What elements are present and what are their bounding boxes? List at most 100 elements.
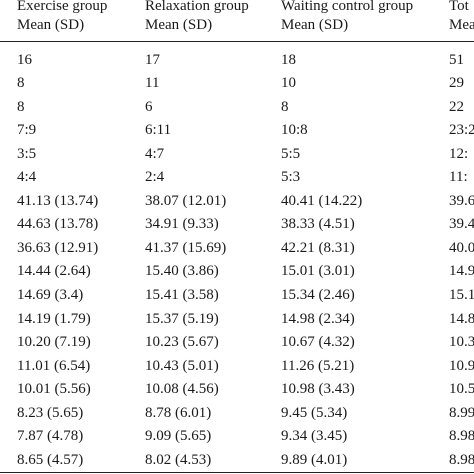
header-title: Waiting control group [281, 0, 414, 14]
table-row: 41.13 (13.74) 38.07 (12.01) 40.41 (14.22) 3… [0, 190, 474, 213]
table-row: 3:5 4:7 5:5 12: [0, 143, 474, 166]
table-cell: 8.02 (4.53) [145, 451, 212, 468]
table-cell: 2:4 [145, 169, 165, 186]
table-cell: 8.98 [449, 428, 474, 445]
table-row: 10.20 (7.19) 10.23 (5.67) 10.67 (4.32) 10.3 [0, 331, 474, 354]
table-cell: 11.26 (5.21) [281, 357, 355, 374]
table-cell: 8 [17, 75, 25, 92]
table-row: 4:4 2:4 5:3 11: [0, 166, 474, 189]
table-cell: 11: [449, 169, 468, 186]
table-bottom-rule [0, 472, 474, 473]
table-cell: 7:9 [17, 122, 37, 139]
table-cell: 8.65 (4.57) [17, 451, 84, 468]
table-cell: 14.8 [449, 310, 474, 327]
header-title: Tot [449, 0, 469, 14]
table-cell: 14.9 [449, 263, 474, 280]
table-cell: 8.99 [449, 404, 474, 421]
table-cell: 11.01 (6.54) [17, 357, 91, 374]
table-cell: 10.01 (5.56) [17, 381, 91, 398]
header-relaxation-group: Relaxation group Mean (SD) [145, 0, 249, 35]
table-cell: 8.78 (6.01) [145, 404, 212, 421]
table-cell: 7.87 (4.78) [17, 428, 84, 445]
table-cell: 15.37 (5.19) [145, 310, 219, 327]
table-cell: 34.91 (9.33) [145, 216, 219, 233]
table-cell: 15.01 (3.01) [281, 263, 355, 280]
table-cell: 8.98 [449, 451, 474, 468]
table-cell: 10.20 (7.19) [17, 334, 91, 351]
table-cell: 23:2 [449, 122, 474, 139]
header-exercise-group: Exercise group Mean (SD) [17, 0, 107, 35]
table-row: 8.65 (4.57) 8.02 (4.53) 9.89 (4.01) 8.98 [0, 449, 474, 472]
table-cell: 18 [281, 51, 296, 68]
table-cell: 10.3 [449, 334, 474, 351]
table-row: 44.63 (13.78) 34.91 (9.33) 38.33 (4.51) 39.… [0, 213, 474, 236]
table-cell: 41.13 (13.74) [17, 192, 99, 209]
table-cell: 11 [145, 75, 160, 92]
table-cell: 10.98 (3.43) [281, 381, 355, 398]
header-divider [0, 41, 474, 42]
table-cell: 51 [449, 51, 464, 68]
table-row: 7.87 (4.78) 9.09 (5.65) 9.34 (3.45) 8.98 [0, 425, 474, 448]
table-cell: 10.5 [449, 381, 474, 398]
table-cell: 10.43 (5.01) [145, 357, 219, 374]
table-cell: 10.9 [449, 357, 474, 374]
header-subtitle: Mean (SD) [145, 17, 213, 33]
header-subtitle: Mean (SD) [281, 17, 349, 33]
table-cell: 15.1 [449, 287, 474, 303]
table-cell: 17 [145, 51, 160, 68]
table-row: 14.19 (1.79) 15.37 (5.19) 14.98 (2.34) 14.8 [0, 308, 474, 331]
table-row: 14.44 (2.64) 15.40 (3.86) 15.01 (3.01) 14.9 [0, 260, 474, 283]
table-row: 8 6 8 22 [0, 96, 474, 119]
table-cell: 42.21 (8.31) [281, 239, 355, 256]
table-cell: 14.69 (3.4) [17, 287, 84, 303]
table-cell: 15.34 (2.46) [281, 287, 355, 303]
table-cell: 39.6 [449, 192, 474, 209]
table-cell: 41.37 (15.69) [145, 239, 227, 256]
table-row: 8.23 (5.65) 8.78 (6.01) 9.45 (5.34) 8.99 [0, 402, 474, 425]
header-total: Tot Mea [449, 0, 474, 35]
table-cell: 29 [449, 75, 464, 92]
header-subtitle: Mean (SD) [17, 17, 85, 33]
header-waiting-control-group: Waiting control group Mean (SD) [281, 0, 413, 35]
header-title: Relaxation group [145, 0, 249, 14]
table-cell: 14.19 (1.79) [17, 310, 91, 327]
table-cell: 14.44 (2.64) [17, 263, 91, 280]
table-cell: 9.45 (5.34) [281, 404, 348, 421]
table-cell: 15.41 (3.58) [145, 287, 219, 303]
table-cell: 8 [17, 98, 25, 115]
table-cell: 9.34 (3.45) [281, 428, 348, 445]
table-cell: 10 [281, 75, 296, 92]
table-cell: 6:11 [145, 122, 172, 139]
header-title: Exercise group [17, 0, 108, 14]
table-cell: 3:5 [17, 145, 37, 162]
table-cell: 10.23 (5.67) [145, 334, 219, 351]
table-cell: 22 [449, 98, 464, 115]
table-cell: 36.63 (12.91) [17, 239, 99, 256]
table-cell: 6 [145, 98, 153, 115]
table-cell: 4:7 [145, 145, 165, 162]
table-row: 14.69 (3.4) 15.41 (3.58) 15.34 (2.46) 15.1 [0, 284, 474, 307]
table-row: 36.63 (12.91) 41.37 (15.69) 42.21 (8.31) 40… [0, 237, 474, 260]
table-row: 7:9 6:11 10:8 23:2 [0, 119, 474, 142]
table-cell: 8 [281, 98, 289, 115]
table-cell: 10.67 (4.32) [281, 334, 355, 351]
table-row: 8 11 10 29 [0, 72, 474, 95]
table-cell: 5:3 [281, 169, 301, 186]
table-cell: 10.08 (4.56) [145, 381, 219, 398]
table-cell: 38.07 (12.01) [145, 192, 227, 209]
table-cell: 15.40 (3.86) [145, 263, 219, 280]
table-cell: 12: [449, 145, 469, 162]
table-cell: 4:4 [17, 169, 37, 186]
table-row: 10.01 (5.56) 10.08 (4.56) 10.98 (3.43) 10.5 [0, 378, 474, 401]
table-cell: 44.63 (13.78) [17, 216, 99, 233]
table-row: 11.01 (6.54) 10.43 (5.01) 11.26 (5.21) 10.9 [0, 355, 474, 378]
table-row: 16 17 18 51 [0, 49, 474, 72]
table-cell: 10:8 [281, 122, 308, 139]
table-cell: 16 [17, 51, 32, 68]
table-cell: 40.0 [449, 239, 474, 256]
table-cell: 39.4 [449, 216, 474, 233]
table-cell: 38.33 (4.51) [281, 216, 355, 233]
table-cell: 5:5 [281, 145, 301, 162]
table-cell: 14.98 (2.34) [281, 310, 355, 327]
